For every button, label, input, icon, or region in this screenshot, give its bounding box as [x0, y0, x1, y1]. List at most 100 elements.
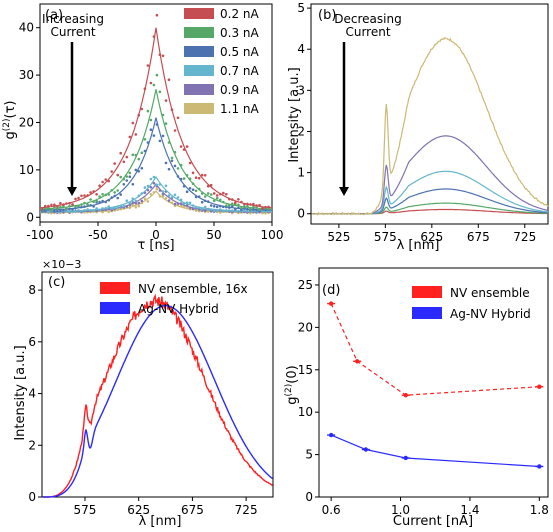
panel-b-annotation-line2: Current [345, 25, 390, 39]
panel-a-annotation-line2: Current [50, 25, 95, 39]
panel-a-legend-swatch [184, 65, 214, 76]
panel-a-data-point [98, 195, 101, 198]
panel-a-data-point [219, 198, 222, 202]
panel-a-data-point [264, 211, 267, 215]
panel-a-ytick-label: 30 [19, 68, 34, 82]
panel-a-data-point [86, 208, 89, 211]
panel-a-data-point [246, 209, 249, 213]
panel-a-data-point [158, 90, 162, 94]
panel-a-data-point [140, 166, 144, 170]
panel-a-data-point [83, 205, 86, 208]
panel-a-data-point [113, 194, 116, 198]
panel-a-data-point [119, 205, 122, 208]
panel-a-data-point [80, 194, 83, 198]
panel-a-data-point [176, 202, 180, 205]
panel-a-data-point [264, 205, 267, 209]
panel-a-data-point [185, 190, 189, 193]
panel-a-data-point [155, 73, 159, 77]
panel-a-data-point [137, 204, 141, 208]
panel-a-data-point [128, 203, 132, 207]
panel-a-data-point [215, 194, 219, 197]
panel-a-data-point [152, 134, 156, 137]
panel-a-data-point [267, 205, 270, 209]
panel-a-data-point [125, 199, 129, 202]
panel-a-data-point [95, 193, 98, 196]
panel-c-xtick-label: 725 [235, 503, 258, 517]
panel-a-data-point [104, 200, 107, 204]
panel-a-data-point [206, 208, 210, 211]
panel-d-series-line [330, 303, 540, 396]
panel-a-data-point [56, 209, 59, 212]
panel-a-data-point [89, 198, 92, 201]
panel-a-data-point [137, 113, 141, 117]
panel-a-data-point [222, 200, 225, 204]
panel-a-data-point [134, 133, 138, 136]
panel-a-label: (a) [45, 8, 63, 23]
panel-a-data-point [47, 207, 50, 210]
panel-d-data-point [328, 432, 334, 438]
panel-a-data-point [116, 208, 119, 211]
panel-a-legend-swatch [184, 46, 214, 57]
panel-a-data-point [152, 35, 156, 38]
panel-a-ytick-label: 0 [26, 210, 34, 224]
panel-a-data-point [116, 189, 119, 192]
panel-a-data-point [188, 161, 192, 165]
panel-a-data-point [101, 199, 104, 203]
panel-a-data-point [191, 171, 195, 175]
panel-a-data-point [209, 204, 213, 207]
panel-c-ytick-label: 4 [28, 387, 36, 401]
panel-a-data-point [59, 201, 62, 205]
panel-a-data-point [56, 205, 59, 208]
panel-a-data-point [170, 108, 174, 111]
panel-a-data-point [149, 81, 153, 85]
panel-a-legend-label: 1.1 nA [220, 102, 260, 116]
panel-a-annotation-line1: Increasing [42, 12, 104, 26]
panel-a-legend-swatch [184, 84, 214, 95]
panel-a-data-point [137, 170, 141, 173]
panel-a-data-point [179, 202, 183, 205]
panel-a-data-point [107, 198, 110, 202]
panel-a-xlabel: τ [ns] [137, 238, 174, 253]
panel-a-data-point [246, 202, 249, 206]
panel-a-data-point [231, 205, 234, 208]
panel-a-data-point [194, 209, 198, 212]
panel-a-data-point [74, 197, 77, 201]
panel-a-data-point [215, 205, 219, 209]
panel-a-legend-swatch [184, 103, 214, 114]
panel-a-data-point [95, 207, 98, 210]
panel-a-data-point [140, 192, 144, 195]
panel-d-data-point [354, 359, 360, 364]
panel-a-data-point [167, 167, 171, 171]
panel-a-data-point [74, 207, 77, 210]
panel-a-data-point [131, 203, 135, 207]
panel-a-data-point [122, 183, 126, 186]
panel-a-data-point [146, 200, 150, 203]
panel-a-data-point [92, 209, 95, 212]
panel-a-data-point [179, 163, 183, 167]
panel-d-data-point [328, 301, 334, 306]
panel-a-data-point [62, 203, 65, 206]
panel-a-data-point [62, 208, 65, 212]
panel-a-data-point [167, 78, 171, 81]
panel-a-data-point [170, 156, 174, 160]
panel-c-legend-label: NV ensemble, 16x [138, 282, 248, 296]
panel-a-data-point [98, 184, 101, 187]
panel-a-data-point [258, 203, 261, 207]
panel-a-data-point [258, 208, 261, 212]
panel-a-data-point [161, 194, 165, 198]
panel-a-data-point [243, 202, 246, 206]
panel-a-data-point [182, 202, 186, 205]
panel-a-data-point [182, 177, 186, 180]
panel-b-ytick-label: 4 [297, 42, 305, 56]
panel-b-spectrum-line [311, 208, 548, 215]
panel-d-legend-swatch [412, 286, 442, 298]
panel-a-data-point [68, 207, 71, 211]
panel-a-data-point [44, 207, 47, 210]
panel-a-data-point [243, 205, 246, 208]
panel-d-ytick-label: 20 [298, 320, 313, 334]
panel-a-data-point [209, 208, 213, 211]
panel-a-data-point [267, 207, 270, 211]
panel-a-data-point [134, 168, 138, 172]
panel-a-legend-label: 0.5 nA [220, 45, 260, 59]
